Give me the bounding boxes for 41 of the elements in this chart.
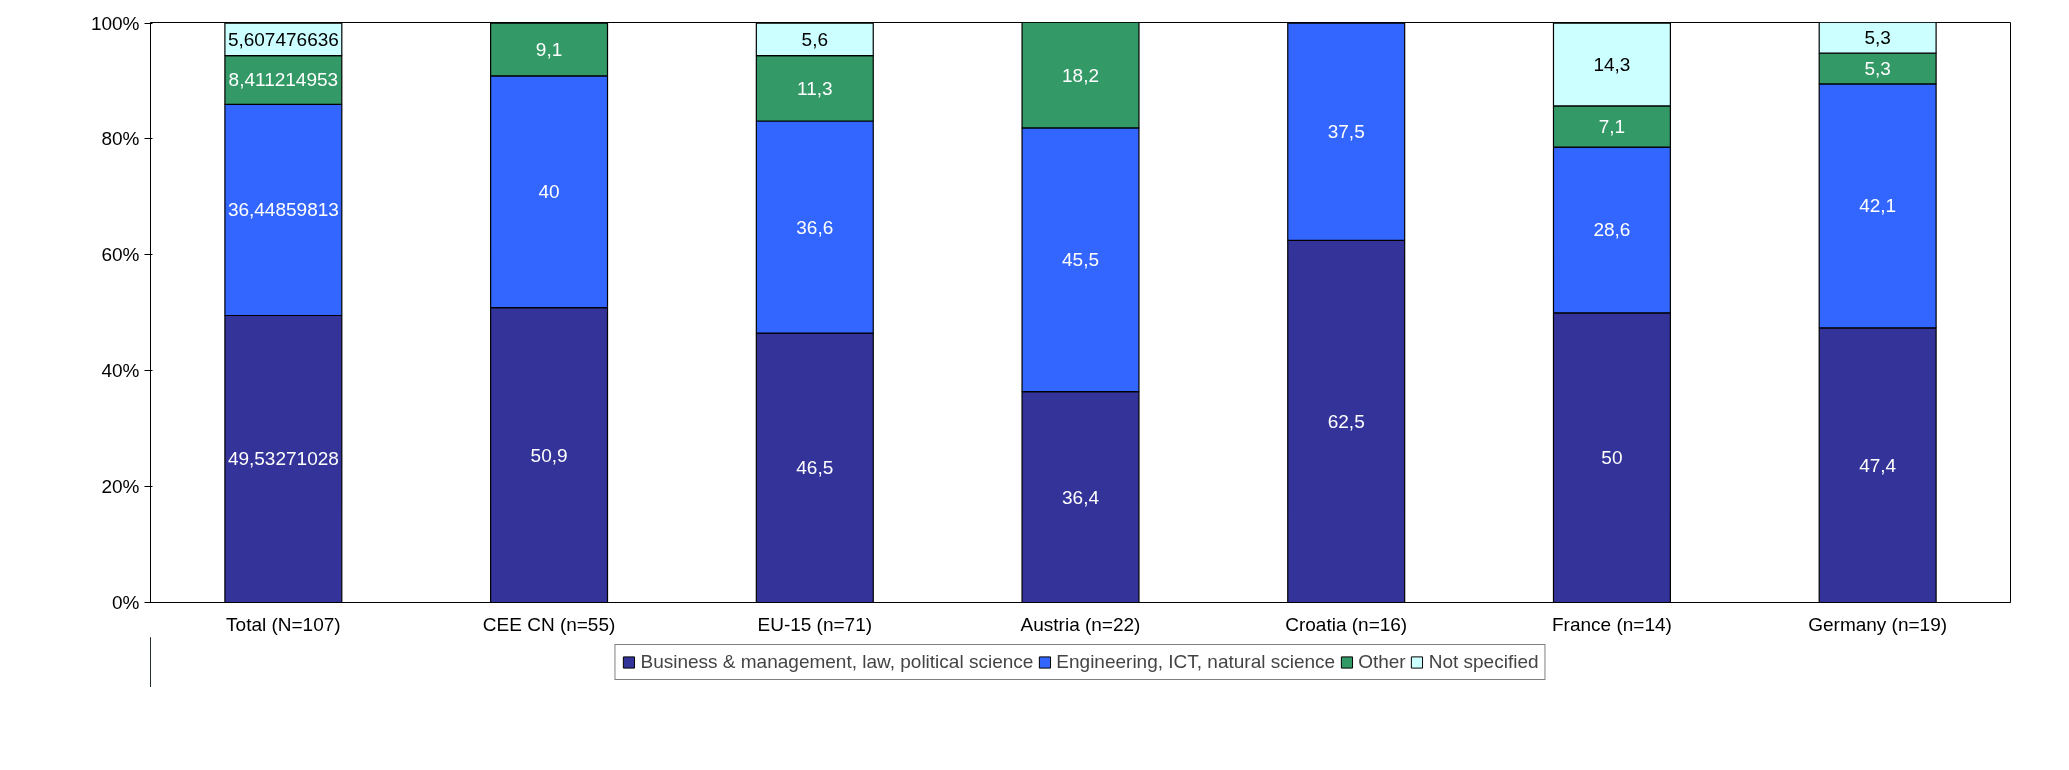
y-tick-label: 100% — [90, 12, 140, 34]
data-label: 50,9 — [530, 444, 568, 466]
data-label: 36,44859813 — [227, 199, 339, 221]
data-label: 5,6 — [801, 28, 828, 50]
data-label: 7,1 — [1598, 116, 1626, 138]
legend-label: Other — [1358, 651, 1406, 673]
legend-label: Business & management, law, political science — [640, 651, 1034, 673]
data-label: 8,411214953 — [228, 69, 339, 91]
x-tick-label: Total (N=107) — [226, 613, 341, 635]
legend-label: Engineering, ICT, natural science — [1056, 651, 1336, 673]
data-label: 49,53271028 — [227, 448, 339, 470]
data-label: 47,4 — [1859, 454, 1897, 476]
data-label: 18,2 — [1062, 64, 1099, 86]
data-label: 36,4 — [1062, 486, 1100, 508]
data-label: 40 — [538, 181, 560, 203]
y-tick-label: 60% — [101, 244, 140, 266]
data-label: 36,6 — [796, 216, 834, 238]
x-tick-label: Germany (n=19) — [1808, 613, 1948, 635]
y-tick-label: 40% — [101, 360, 140, 382]
data-label: 5,3 — [1864, 58, 1891, 80]
data-label: 42,1 — [1859, 195, 1897, 217]
data-label: 9,1 — [535, 38, 563, 60]
legend-label: Not specified — [1428, 651, 1539, 673]
data-label: 62,5 — [1327, 410, 1365, 432]
x-tick-label: France (n=14) — [1552, 613, 1672, 635]
x-tick-label: EU-15 (n=71) — [757, 613, 873, 635]
data-label: 14,3 — [1593, 54, 1631, 76]
data-label: 5,3 — [1864, 27, 1891, 49]
data-label: 37,5 — [1327, 121, 1365, 143]
y-tick-label: 0% — [112, 592, 140, 613]
data-label: 45,5 — [1062, 249, 1099, 271]
y-tick-label: 20% — [101, 476, 140, 498]
x-tick-label: Croatia (n=16) — [1285, 613, 1408, 635]
y-tick-label: 80% — [101, 128, 140, 150]
data-label: 50 — [1601, 447, 1623, 469]
x-tick-label: CEE CN (n=55) — [482, 613, 616, 635]
data-label: 5,607476636 — [227, 28, 339, 50]
data-label: 28,6 — [1593, 219, 1631, 241]
data-label: 11,3 — [797, 77, 833, 99]
data-label: 46,5 — [796, 457, 834, 479]
x-tick-label: Austria (n=22) — [1020, 613, 1141, 635]
